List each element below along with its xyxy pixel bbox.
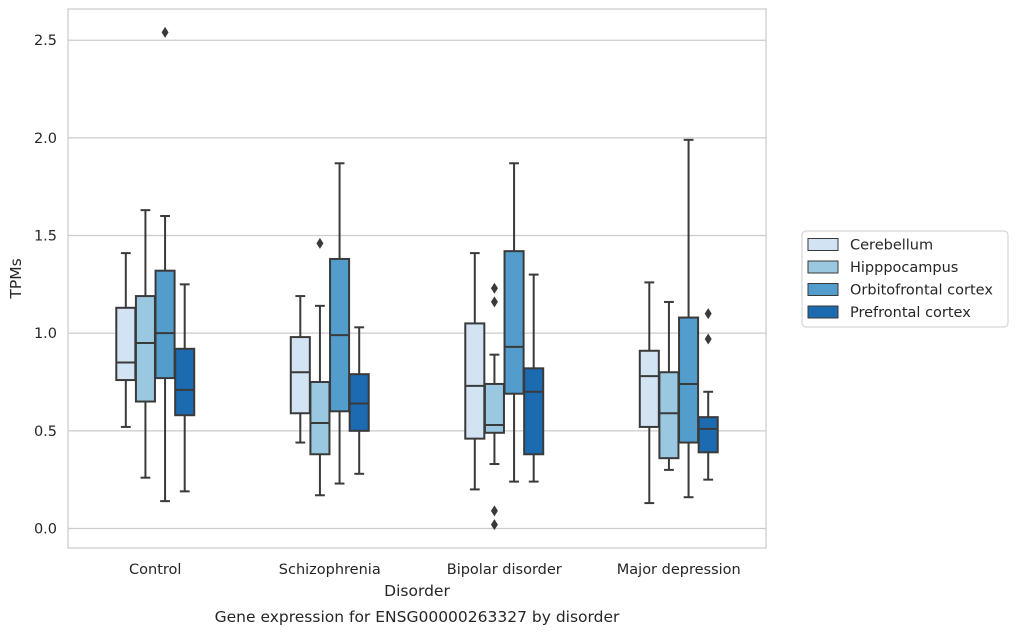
legend: Cerebellum Hipppocampus Orbitofrontal cort…	[801, 230, 1009, 328]
legend-label: Prefrontal cortex	[850, 305, 971, 321]
box-2-0	[464, 252, 486, 491]
y-tick-label: 2.5	[34, 33, 57, 49]
legend-label: Orbitofrontal cortex	[850, 283, 993, 299]
box-3-1	[658, 300, 680, 471]
y-tick-label: 1.5	[34, 229, 57, 245]
box-series-layer	[115, 26, 719, 531]
box-iqr	[115, 306, 137, 382]
legend-label: Hipppocampus	[850, 260, 958, 276]
y-tick-label: 0.0	[34, 521, 57, 537]
plot-area-frame	[67, 8, 767, 549]
x-tick-label: Schizophrenia	[279, 562, 381, 578]
legend-swatch	[807, 283, 839, 296]
box-iqr	[658, 371, 680, 460]
legend-swatch	[807, 305, 839, 319]
box-iqr	[309, 381, 331, 456]
legend-label: Cerebellum	[850, 238, 933, 254]
outlier-point	[490, 296, 498, 308]
y-axis-ticks: 0.0 0.5 1.0 1.5 2.0 2.5	[34, 33, 57, 537]
box-3-2	[678, 138, 700, 499]
box-1-3	[348, 326, 370, 475]
legend-item: Orbitofrontal cortex	[807, 283, 993, 299]
legend-item: Cerebellum	[807, 238, 933, 254]
outlier-point	[490, 519, 498, 531]
y-tick-label: 2.0	[34, 131, 57, 147]
box-2-2	[503, 162, 525, 483]
box-iqr	[503, 250, 525, 395]
box-iqr	[483, 382, 505, 434]
x-axis-label: Disorder	[384, 582, 450, 600]
box-iqr	[174, 347, 196, 417]
box-1-2	[329, 162, 351, 485]
box-iqr	[464, 322, 486, 440]
legend-swatch	[807, 260, 839, 274]
figure-caption: Gene expression for ENSG00000263327 by d…	[215, 608, 620, 626]
y-tick-label: 1.0	[34, 326, 57, 342]
box-0-0	[115, 252, 137, 428]
box-iqr	[134, 295, 156, 403]
box-3-0	[638, 281, 660, 505]
box-0-1	[134, 209, 156, 479]
box-iqr	[678, 316, 700, 444]
box-iqr	[638, 349, 660, 428]
box-2-1	[483, 282, 505, 531]
legend-swatch	[807, 238, 839, 251]
legend-item: Prefrontal cortex	[807, 305, 971, 321]
x-tick-label: Major depression	[617, 562, 741, 578]
box-0-2	[154, 26, 176, 503]
y-axis-label: TPMs	[7, 258, 25, 299]
box-iqr	[523, 367, 545, 456]
outlier-point	[490, 282, 498, 294]
box-iqr	[154, 269, 176, 380]
outlier-point	[704, 308, 712, 320]
y-tick-label: 0.5	[34, 424, 57, 440]
legend-item: Hipppocampus	[807, 260, 958, 276]
box-1-0	[289, 295, 311, 444]
box-3-3	[697, 308, 719, 481]
x-axis-ticks: Control Schizophrenia Bipolar disorder Majo…	[129, 562, 741, 578]
outlier-point	[161, 26, 169, 38]
x-tick-label: Control	[129, 562, 181, 578]
box-0-3	[174, 283, 196, 493]
outlier-point	[316, 237, 324, 249]
box-iqr	[289, 336, 311, 415]
outlier-point	[704, 333, 712, 345]
box-2-3	[523, 273, 545, 483]
outlier-point	[490, 505, 498, 517]
box-iqr	[697, 416, 719, 454]
x-tick-label: Bipolar disorder	[447, 562, 562, 578]
legend-frame	[801, 230, 1009, 328]
box-1-1	[309, 237, 331, 497]
